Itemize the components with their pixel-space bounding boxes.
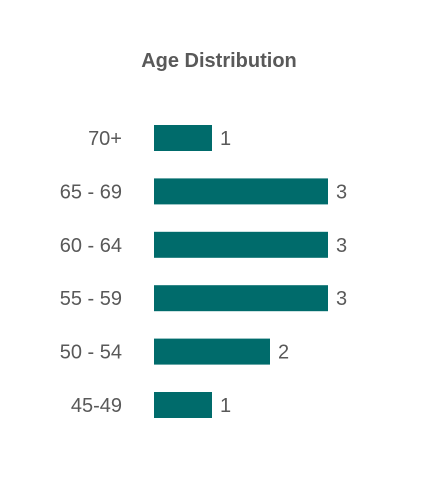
category-axis-labels: 70+ 65 - 69 60 - 64 55 - 59 50 - 54 45-49 [60,128,122,417]
data-labels: 1 3 3 3 2 1 [220,128,347,417]
bar [154,231,328,258]
category-tick-label: 60 - 64 [60,235,122,257]
bar [154,125,212,151]
data-label: 1 [220,395,231,417]
data-label: 3 [336,235,347,257]
category-tick-label: 70+ [88,128,122,150]
data-label: 3 [336,288,347,310]
bar [154,178,328,205]
bar [154,392,212,418]
category-tick-label: 55 - 59 [60,288,122,310]
category-tick-label: 65 - 69 [60,181,122,203]
bar [154,338,270,365]
data-label: 2 [278,342,289,364]
data-label: 1 [220,128,231,150]
chart-title: Age Distribution [141,50,297,72]
data-label: 3 [336,181,347,203]
bar [154,285,328,312]
bar-group [154,125,328,418]
category-tick-label: 45-49 [71,395,122,417]
category-tick-label: 50 - 54 [60,342,122,364]
